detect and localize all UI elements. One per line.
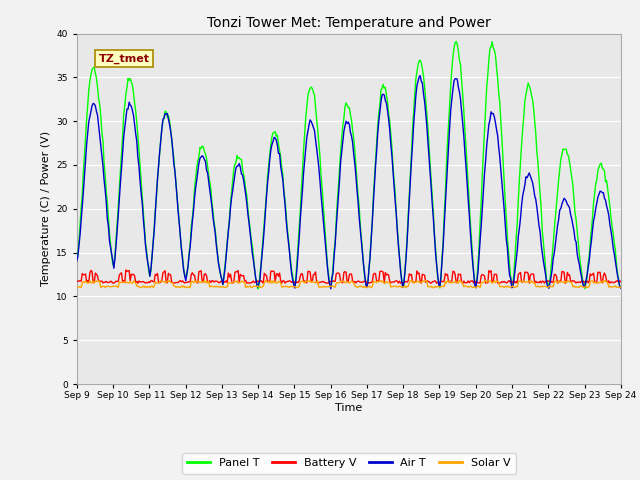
Battery V [122,267,130,273]
Solar V [73,284,81,290]
Solar V [521,279,529,285]
Solar V [337,278,344,284]
Battery V [336,271,344,277]
Solar V [606,283,614,289]
Panel T [332,216,340,222]
Air T [332,224,340,229]
Battery V [606,280,614,286]
Air T [398,277,406,283]
Line: Air T: Air T [77,75,621,289]
Panel T [336,165,344,171]
Panel T [617,285,625,291]
X-axis label: Time: Time [335,403,362,413]
Solar V [166,278,173,284]
Panel T [254,286,262,292]
Line: Battery V: Battery V [77,270,621,283]
Text: TZ_tmet: TZ_tmet [99,54,150,64]
Panel T [452,39,460,45]
Panel T [73,255,81,261]
Air T [521,182,529,188]
Battery V [617,279,625,285]
Title: Tonzi Tower Met: Temperature and Power: Tonzi Tower Met: Temperature and Power [207,16,491,30]
Battery V [521,269,529,275]
Battery V [332,271,340,276]
Battery V [73,278,81,284]
Air T [73,258,81,264]
Air T [606,222,614,228]
Line: Solar V: Solar V [77,281,621,288]
Panel T [521,98,529,104]
Panel T [606,204,614,209]
Panel T [369,221,376,227]
Air T [369,219,376,225]
Panel T [398,277,406,283]
Line: Panel T: Panel T [77,42,621,289]
Solar V [399,284,406,289]
Solar V [248,285,255,290]
Air T [417,72,424,78]
Battery V [398,280,406,286]
Solar V [333,280,341,286]
Solar V [369,278,377,284]
Air T [336,178,344,183]
Y-axis label: Temperature (C) / Power (V): Temperature (C) / Power (V) [41,131,51,287]
Solar V [617,285,625,290]
Air T [617,285,625,291]
Legend: Panel T, Battery V, Air T, Solar V: Panel T, Battery V, Air T, Solar V [182,453,516,474]
Battery V [459,280,467,286]
Air T [327,286,335,292]
Battery V [369,279,376,285]
